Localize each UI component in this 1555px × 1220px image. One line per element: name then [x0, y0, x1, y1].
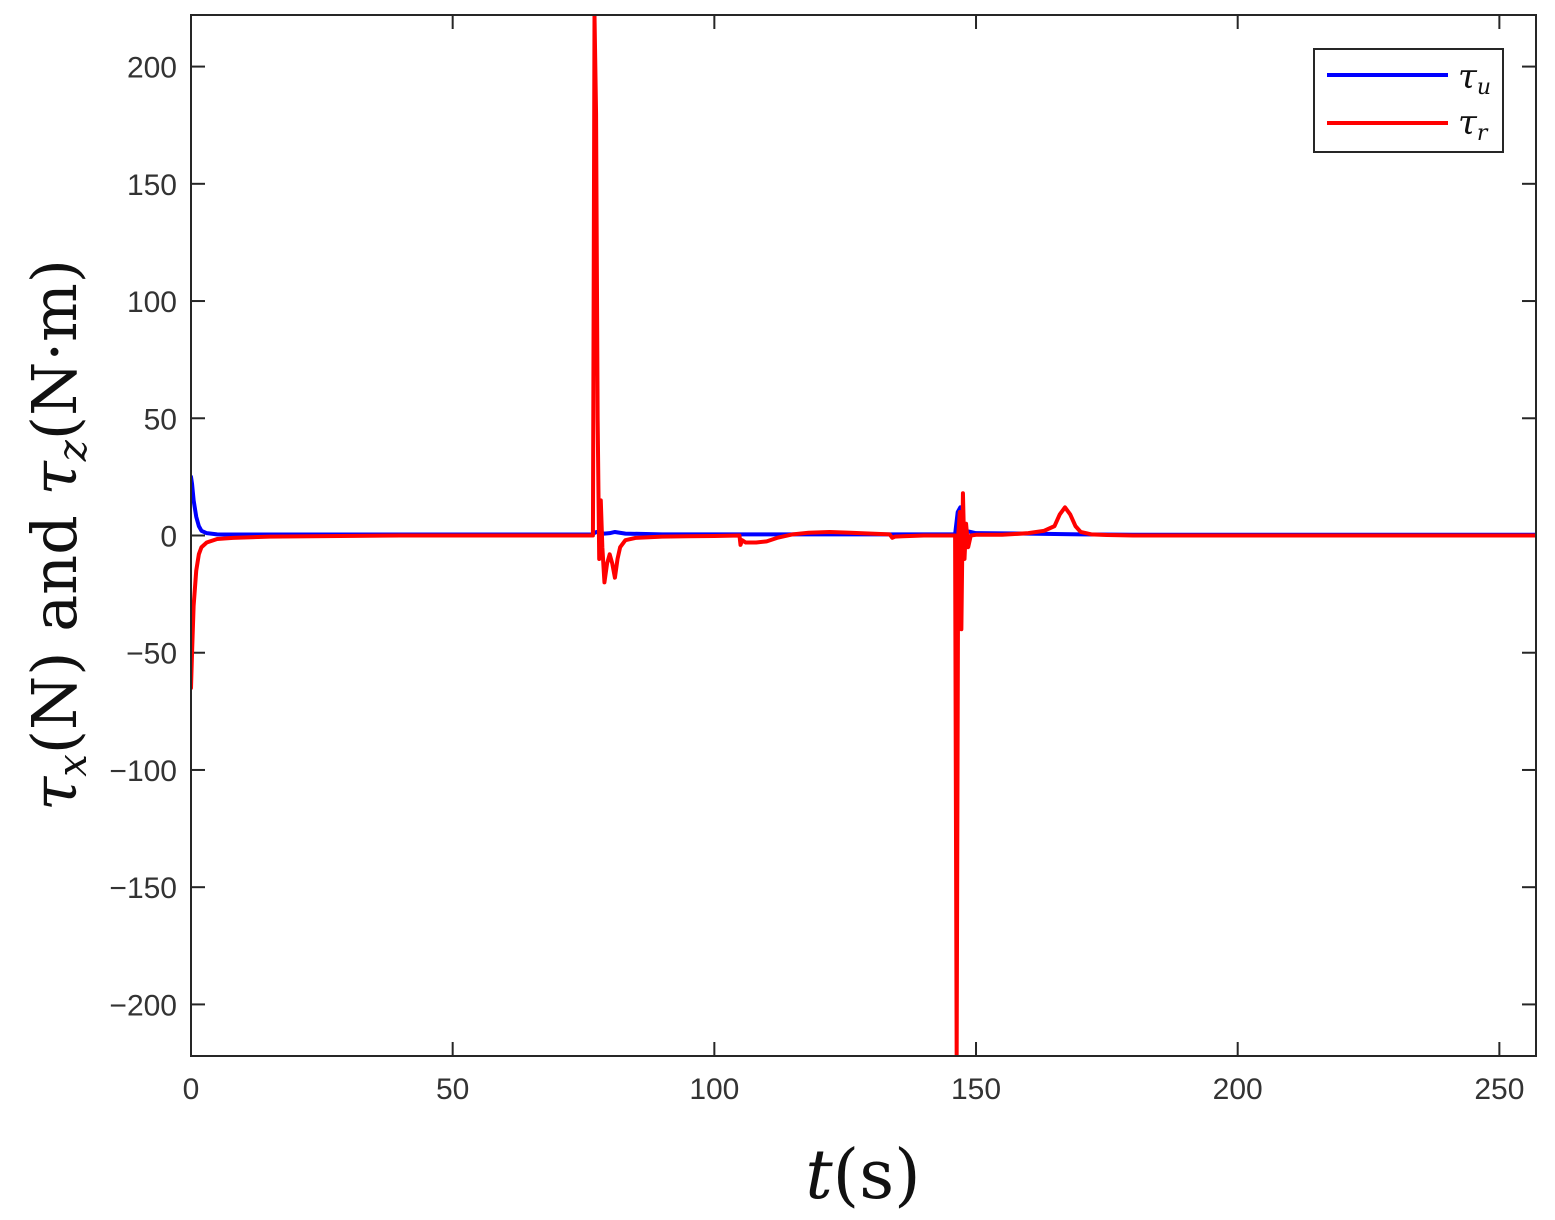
series-line-tau-r: [191, 15, 1536, 1056]
series-line-tau-u: [191, 474, 1536, 537]
plot-area: [191, 15, 1536, 1056]
legend: τu τr: [1313, 48, 1504, 153]
legend-label-tau-u: τu: [1458, 57, 1491, 100]
x-tick-label: 50: [436, 1073, 469, 1106]
x-tick-label: 200: [1213, 1073, 1263, 1106]
y-tick-label: −50: [126, 638, 177, 671]
legend-label-tau-r: τr: [1458, 103, 1489, 146]
y-tick-label: −150: [109, 872, 177, 905]
tick-labels: 0 50 100 150 200 250 −200 −150 −100 −50 0 50 100 150 2…: [109, 52, 1524, 1106]
y-tick-label: 50: [144, 403, 177, 436]
x-tick-label: 0: [183, 1073, 200, 1106]
y-tick-label: −100: [109, 755, 177, 788]
y-tick-label: 100: [127, 286, 177, 319]
x-tick-label: 250: [1474, 1073, 1524, 1106]
legend-box: [1313, 48, 1504, 153]
x-axis-label: t(s): [805, 1136, 920, 1215]
y-tick-label: 150: [127, 169, 177, 202]
x-tick-label: 150: [951, 1073, 1001, 1106]
series-layer: [191, 15, 1536, 1056]
y-axis-label: τx(N) and τz(N·m): [18, 259, 96, 811]
y-tick-label: 200: [127, 52, 177, 85]
y-tick-label: −200: [109, 989, 177, 1022]
plot-frame: [190, 14, 1537, 1057]
x-tick-label: 100: [689, 1073, 739, 1106]
y-tick-label: 0: [160, 521, 177, 554]
